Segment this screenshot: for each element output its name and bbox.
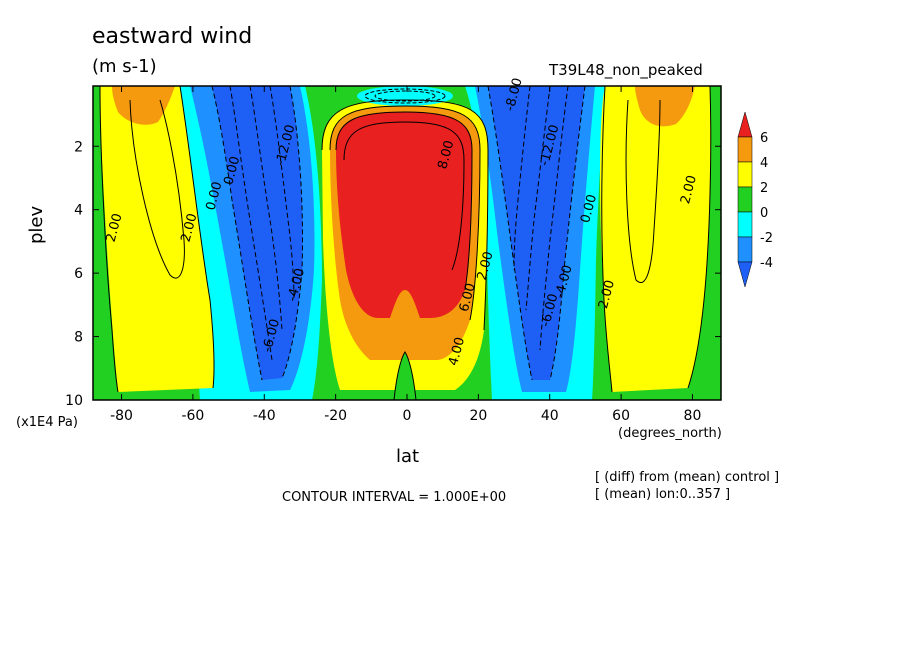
contour-line-dashed bbox=[374, 90, 436, 102]
x-axis-ticks: -80 -60 -40 -20 0 20 40 60 80 bbox=[110, 86, 701, 424]
contour-line bbox=[601, 86, 613, 393]
colorbar-label: 0 bbox=[760, 206, 768, 221]
fill-red-central bbox=[336, 112, 472, 318]
contour-line bbox=[343, 121, 465, 271]
colorbar-label: -4 bbox=[760, 256, 773, 271]
contour-line bbox=[99, 86, 119, 393]
y-tick-label: 2 bbox=[74, 139, 83, 155]
y-tick-label: 4 bbox=[74, 203, 83, 219]
x-tick-label: -20 bbox=[324, 408, 347, 424]
x-tick-label: 20 bbox=[469, 408, 487, 424]
contour-line-dashed bbox=[549, 86, 586, 381]
y-axis-ticks: 2 4 6 8 10 bbox=[65, 139, 721, 409]
y-axis-scale-label: (x1E4 Pa) bbox=[16, 415, 78, 430]
chart-units: (m s-1) bbox=[92, 56, 157, 77]
contour-line-dashed bbox=[364, 88, 446, 104]
y-tick-label: 8 bbox=[74, 330, 83, 346]
fill-orange-northern bbox=[635, 86, 695, 127]
x-tick-label: -60 bbox=[181, 408, 204, 424]
fill-yellow-southern bbox=[100, 86, 214, 392]
colorbar-label: 6 bbox=[760, 131, 768, 146]
contour-label: 4.00 bbox=[446, 336, 468, 368]
fill-blue-northern-core bbox=[488, 86, 585, 380]
colorbar-swatch bbox=[737, 161, 753, 188]
y-tick-label: 10 bbox=[65, 393, 83, 409]
x-axis-units-label: (degrees_north) bbox=[618, 426, 722, 441]
contour-line-dashed bbox=[281, 86, 303, 379]
y-tick-label: 6 bbox=[74, 266, 83, 282]
contour-line-dashed bbox=[269, 86, 295, 301]
colorbar-swatch bbox=[737, 111, 753, 138]
colorbar: 6 4 2 0 -2 -4 bbox=[737, 111, 773, 288]
contour-line-dashed bbox=[513, 86, 531, 271]
contour-fill-layer bbox=[93, 86, 721, 400]
fill-cyan-top-cell bbox=[357, 86, 453, 106]
chart-title: eastward wind bbox=[92, 24, 253, 49]
contour-line bbox=[625, 99, 661, 283]
x-tick-label: 80 bbox=[684, 408, 702, 424]
colorbar-swatch bbox=[737, 136, 753, 163]
contour-label: 0.00 bbox=[221, 155, 243, 187]
contour-line bbox=[335, 111, 473, 291]
contour-line bbox=[179, 86, 215, 389]
contour-label: 0.00 bbox=[204, 180, 226, 212]
contour-line bbox=[393, 351, 417, 400]
contour-label: 2.00 bbox=[104, 212, 126, 244]
contour-line bbox=[129, 99, 185, 279]
contour-line bbox=[687, 86, 712, 389]
contour-label: 2.00 bbox=[179, 212, 201, 244]
x-tick-label: 60 bbox=[612, 408, 630, 424]
contour-label: 0.00 bbox=[578, 193, 600, 225]
x-tick-label: -80 bbox=[110, 408, 133, 424]
contour-line-dashed bbox=[539, 86, 569, 351]
contour-line-dashed bbox=[211, 86, 263, 381]
contour-line-dashed bbox=[249, 86, 283, 331]
contour-line-layer bbox=[99, 86, 712, 400]
colorbar-label: -2 bbox=[760, 231, 773, 246]
fill-orange-southern bbox=[112, 86, 175, 125]
contour-line-dashed bbox=[525, 86, 551, 311]
colorbar-label: 2 bbox=[760, 181, 768, 196]
contour-label: 2.00 bbox=[475, 250, 497, 282]
diff-note: [ (diff) from (mean) control ] bbox=[595, 470, 780, 485]
colorbar-swatch bbox=[737, 211, 753, 238]
run-label: T39L48_non_peaked bbox=[549, 61, 703, 79]
contour-line bbox=[329, 105, 481, 321]
fill-yellow-northern bbox=[600, 86, 711, 392]
x-axis-label: lat bbox=[396, 446, 420, 467]
contour-label: 6.00 bbox=[457, 282, 479, 314]
contour-label: 2.00 bbox=[678, 174, 700, 206]
contour-label: 2.00 bbox=[596, 279, 618, 311]
x-tick-label: 0 bbox=[403, 408, 412, 424]
contour-line-dashed bbox=[487, 86, 533, 381]
mean-note: [ (mean) lon:0..357 ] bbox=[595, 487, 731, 502]
contour-line-dashed bbox=[229, 86, 273, 361]
contour-line bbox=[321, 99, 489, 331]
colorbar-label: 4 bbox=[760, 156, 768, 171]
x-tick-label: -40 bbox=[253, 408, 276, 424]
fill-blue-southern-core bbox=[212, 86, 303, 380]
contour-label: 8.00 bbox=[435, 139, 457, 171]
fill-green-equator bbox=[394, 352, 416, 400]
x-tick-label: 40 bbox=[541, 408, 559, 424]
colorbar-swatch bbox=[737, 186, 753, 213]
colorbar-swatch bbox=[737, 236, 753, 263]
colorbar-swatch bbox=[737, 261, 753, 288]
contour-interval-label: CONTOUR INTERVAL = 1.000E+00 bbox=[282, 490, 507, 505]
